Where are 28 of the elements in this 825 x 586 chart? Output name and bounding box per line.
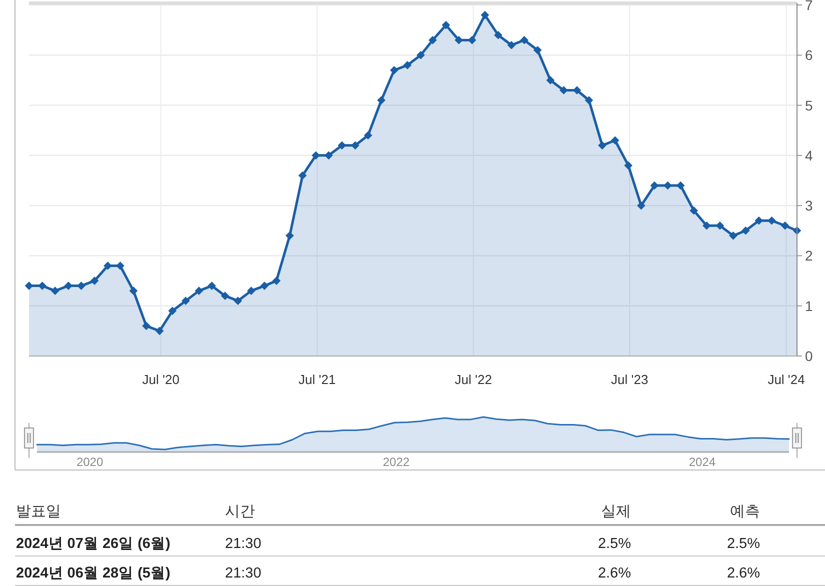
category-label: 시간 <box>225 503 255 520</box>
text: 2.6% <box>726 566 760 582</box>
x-tick-label: Jul '24 <box>768 372 805 387</box>
x-tick-label: 2024 <box>688 455 716 469</box>
x-tick-label: Jul '21 <box>298 372 336 387</box>
y-tick-label: 0 <box>805 348 813 364</box>
category-label: 발표일 <box>16 503 61 520</box>
text: 2.5% <box>726 536 760 552</box>
x-tick-label: Jul '20 <box>142 372 180 387</box>
text: 2024년 07월 26일 (6월) <box>16 536 170 552</box>
x-tick-label: 2022 <box>382 455 410 469</box>
y-tick-label: 5 <box>805 97 813 114</box>
x-tick-label: 2020 <box>76 455 104 469</box>
text: 21:30 <box>225 566 262 582</box>
y-tick-label: 4 <box>805 147 813 164</box>
y-tick-label: 2 <box>805 248 813 264</box>
y-tick-label: 1 <box>805 298 813 314</box>
x-tick-label: Jul '22 <box>454 372 492 387</box>
y-tick-label: 6 <box>805 47 813 64</box>
x-tick-label: Jul '23 <box>611 372 648 387</box>
text: 2.6% <box>598 566 632 582</box>
text: 2024년 06월 28일 (5월) <box>16 566 170 582</box>
text: 2.5% <box>598 536 632 552</box>
y-tick-label: 7 <box>805 0 813 13</box>
y-tick-label: 3 <box>805 198 813 214</box>
category-label: 실제 <box>601 503 631 520</box>
category-label: 예측 <box>730 503 760 520</box>
text: 21:30 <box>225 536 262 552</box>
